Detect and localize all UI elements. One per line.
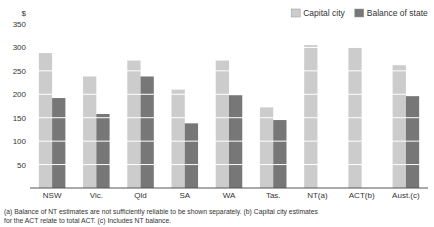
legend: Capital city Balance of state [291,8,428,18]
x-tick-label: NT(a) [307,191,328,200]
bar [304,45,317,188]
legend-label: Capital city [303,8,345,18]
bar [52,98,65,188]
bar [216,61,229,188]
y-tick-label: 250 [13,67,27,76]
segment-line [30,70,428,71]
x-tick-label: WA [223,191,236,200]
bar [39,53,52,188]
y-axis-label: $ [22,9,27,18]
bar [273,120,286,188]
segment-line [30,164,428,165]
footnote-line: (a) Balance of NT estimates are not suff… [4,208,319,216]
x-tick-label: Tas. [266,191,281,200]
x-tick-label: ACT(b) [349,191,375,200]
legend-label: Balance of state [367,8,428,18]
bar [83,76,96,188]
bar [406,96,419,188]
y-tick-label: 350 [13,20,27,29]
x-tick-label: Aust.(c) [392,191,420,200]
y-tick-label: 200 [13,90,27,99]
legend-swatch [291,9,300,17]
y-tick-label: 300 [13,43,27,52]
segment-line [30,141,428,142]
x-tick-label: Vic. [90,191,103,200]
y-tick-label: 50 [17,161,26,170]
bar [260,107,273,188]
chart: $50 100 150 200 250 300 350 NSW Vic. Qld SA WA Tas. N… [0,0,434,227]
bar [127,61,140,188]
x-tick-label: NSW [43,191,62,200]
bar [185,123,198,188]
segment-line [30,117,428,118]
footnote: (a) Balance of NT estimates are not suff… [4,208,319,225]
x-tick-label: SA [179,191,190,200]
bar [96,114,109,188]
y-tick-label: 150 [13,114,27,123]
bars [30,45,428,188]
x-axis-line [30,188,428,189]
segment-line [30,47,428,48]
bar [393,65,406,188]
segment-line [30,94,428,95]
footnote-line: for the ACT relate to total ACT. (c) Inc… [4,217,171,225]
legend-swatch [355,9,364,17]
x-tick-label: Qld [134,191,146,200]
y-tick-label: 100 [13,137,27,146]
bar [172,90,185,188]
bar [141,76,154,188]
